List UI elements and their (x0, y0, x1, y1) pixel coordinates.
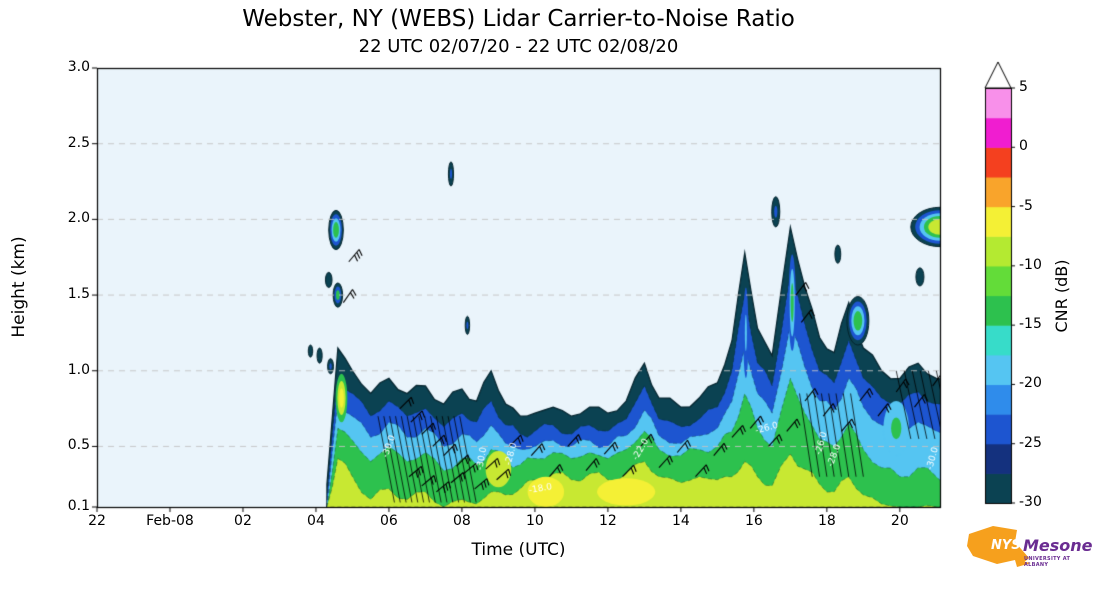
y-axis-label: Height (km) (9, 236, 29, 338)
page-subtitle: 22 UTC 02/07/20 - 22 UTC 02/08/20 (358, 36, 679, 57)
logo-name-text: Mesonet (1023, 536, 1093, 555)
colorbar-label: CNR (dB) (1052, 259, 1071, 333)
nys-mesonet-logo: NYS Mesonet UNIVERSITY AT ALBANY (963, 514, 1093, 594)
ny-state-logo-graphic (967, 526, 1031, 567)
logo-tagline-text: UNIVERSITY AT ALBANY (1024, 556, 1071, 568)
page-title: Webster, NY (WEBS) Lidar Carrier-to-Nois… (242, 6, 795, 32)
long-island-shape (1015, 560, 1031, 567)
ny-state-shape (967, 526, 1029, 565)
x-axis-label: Time (UTC) (471, 540, 566, 560)
logo-org-text: NYS (991, 538, 1021, 553)
